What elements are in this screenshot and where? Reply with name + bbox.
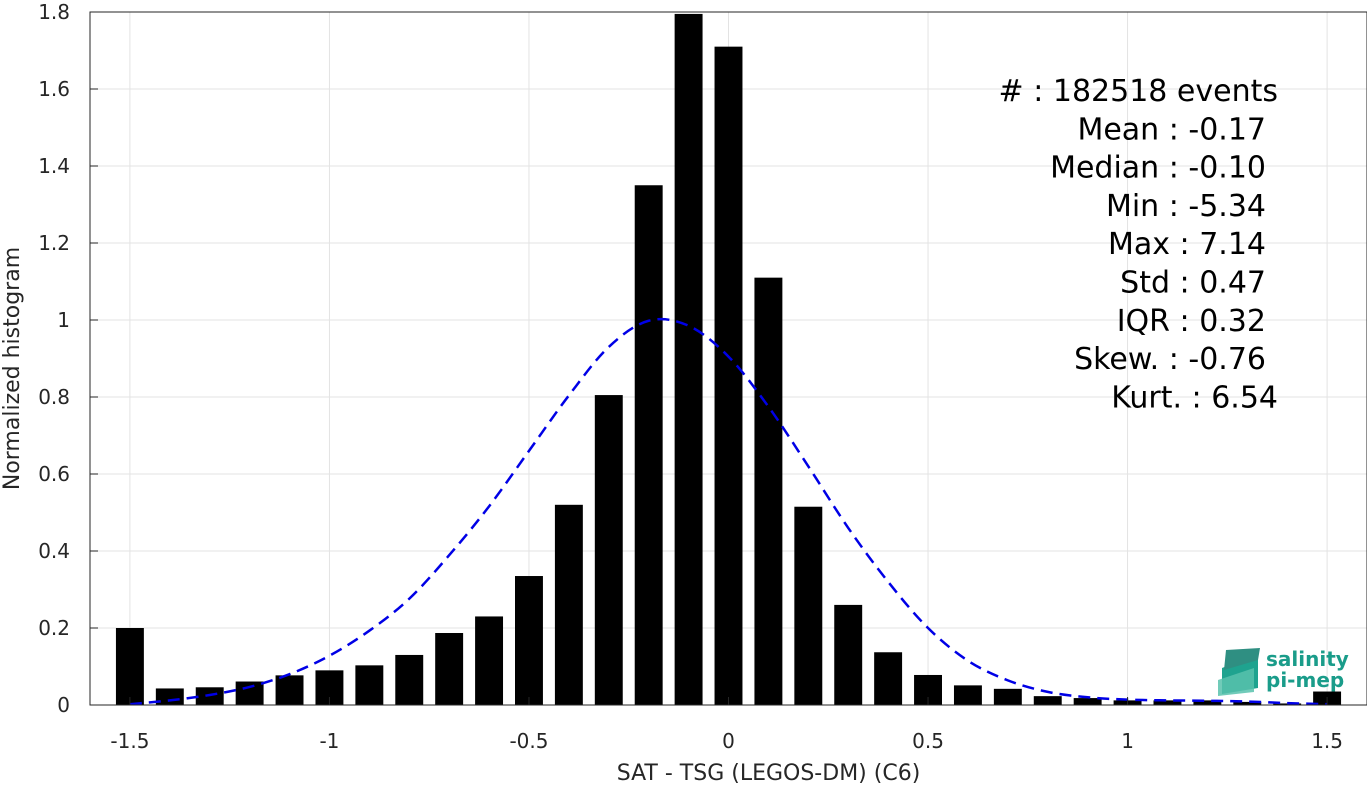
stat-line: Skew. : -0.76 [1074,342,1266,377]
x-tick-label: 0.5 [912,729,944,753]
histogram-bar [1233,701,1262,705]
y-tick-label: 1.4 [38,154,70,178]
histogram-bar [714,46,743,705]
histogram-bar [993,688,1022,705]
histogram-bar [1193,700,1222,705]
y-tick-label: 0.4 [38,539,70,563]
x-axis-label: SAT - TSG (LEGOS-DM) (C6) [617,761,921,785]
histogram-bar [395,654,424,705]
histogram-bar [874,652,903,705]
y-tick-label: 0 [57,693,70,717]
stat-line: Max : 7.14 [1108,227,1266,262]
histogram-bar [634,185,663,705]
histogram-bar [1073,698,1102,705]
stat-line: Kurt. : 6.54 [1111,380,1278,415]
wave-logo-icon [1218,648,1260,696]
histogram-bar [475,616,504,705]
histogram-bar [115,628,144,705]
logo-text-pimep: pi-mep [1266,668,1344,692]
y-tick-label: 0.8 [38,385,70,409]
y-tick-label: 1 [57,308,70,332]
y-tick-label: 1.8 [38,0,70,24]
histogram-bar [1033,696,1062,705]
logo-text-salinity: salinity [1266,647,1349,671]
stat-line: Min : -5.34 [1106,189,1266,224]
stat-line: Std : 0.47 [1120,266,1266,301]
x-tick-label: 1 [1121,729,1134,753]
stat-line: # : 182518 events [999,74,1278,109]
histogram-bar [594,395,623,705]
stat-line: IQR : 0.32 [1117,304,1266,339]
histogram-bars [115,13,1342,706]
x-tick-label: -1 [319,729,339,753]
stat-line: Median : -0.10 [1050,151,1266,186]
y-axis-ticks: 0 0.2 0.4 0.6 0.8 1 1.2 1.4 1.6 1.8 [38,0,98,717]
salinity-pimep-logo: salinity pi-mep [1218,647,1349,696]
histogram-bar [794,506,823,705]
stat-line: Mean : -0.17 [1077,112,1266,147]
histogram-bar [275,675,304,705]
y-tick-label: 1.6 [38,77,70,101]
x-axis-ticks: -1.5 -1 -0.5 0 0.5 1 1.5 [110,697,1343,753]
x-tick-label: -1.5 [110,729,149,753]
histogram-bar [754,277,783,705]
histogram-bar [554,504,583,705]
histogram-bar [834,604,863,705]
histogram-bar [1273,703,1302,705]
histogram-bar [235,681,264,705]
histogram-bar [155,688,184,705]
x-tick-label: 0 [722,729,735,753]
histogram-bar [1153,700,1182,705]
y-tick-label: 1.2 [38,231,70,255]
x-tick-label: 1.5 [1311,729,1343,753]
y-axis-label: Normalized histogram [0,247,25,490]
y-tick-label: 0.6 [38,462,70,486]
histogram-bar [355,665,384,705]
histogram-bar [515,576,543,705]
y-tick-label: 0.2 [38,616,70,640]
x-tick-label: -0.5 [509,729,548,753]
histogram-bar [674,13,703,706]
histogram-bar [953,685,982,705]
histogram-bar [435,633,464,705]
